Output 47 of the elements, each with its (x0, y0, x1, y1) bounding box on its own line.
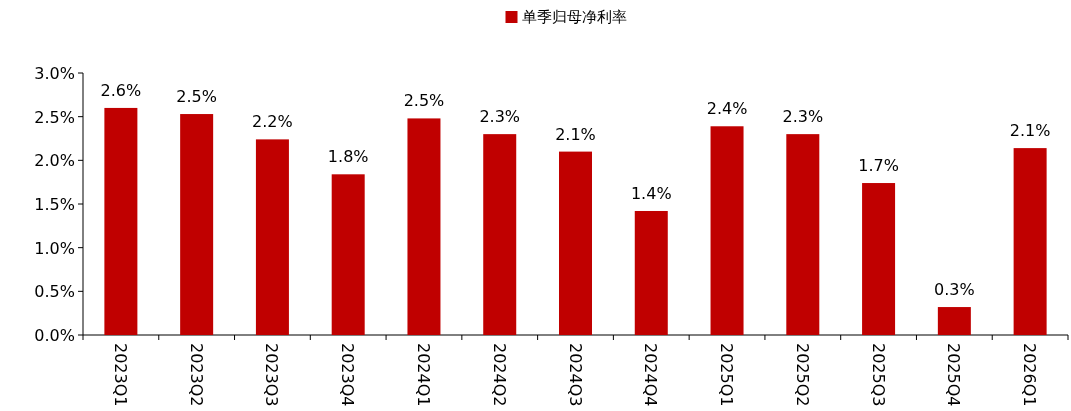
x-tick-label: 2023Q1 (110, 343, 130, 407)
data-label: 2.3% (782, 107, 824, 127)
x-tick-label: 2023Q2 (186, 343, 206, 407)
x-tick-label: 2025Q1 (717, 343, 737, 407)
x-tick-label: 2024Q4 (641, 343, 661, 407)
data-label: 1.7% (858, 156, 899, 176)
data-label: 2.5% (403, 91, 445, 111)
data-label: 0.3% (934, 280, 975, 300)
bar (180, 114, 214, 335)
x-tick-label: 2024Q1 (413, 343, 433, 407)
bar (710, 126, 744, 335)
bar (483, 134, 517, 335)
bar (937, 307, 971, 335)
x-tick-label: 2025Q2 (792, 343, 812, 407)
bar (331, 174, 365, 335)
y-tick-label: 3.0% (34, 64, 75, 83)
data-label: 2.3% (479, 107, 521, 127)
y-tick-label: 2.0% (34, 151, 75, 171)
x-tick-label: 2025Q3 (868, 343, 888, 407)
y-tick-label: 1.0% (34, 238, 75, 258)
data-label: 2.6% (100, 80, 142, 100)
bar (104, 107, 138, 335)
data-label: 1.8% (327, 147, 369, 167)
bar (862, 183, 896, 335)
x-tick-label: 2024Q3 (565, 343, 585, 407)
bar (255, 139, 289, 335)
y-tick-label: 0.5% (34, 282, 75, 302)
x-tick-label: 2025Q4 (944, 343, 964, 407)
bar (407, 118, 441, 335)
y-tick-label: 1.5% (34, 195, 75, 214)
bar (786, 134, 820, 335)
data-label: 2.1% (555, 124, 596, 144)
x-tick-label: 2023Q4 (338, 343, 358, 407)
y-tick-label: 2.5% (34, 107, 75, 127)
legend-label: 单季归母净利率 (521, 8, 627, 26)
data-label: 2.2% (252, 112, 293, 132)
x-tick-label: 2026Q1 (1020, 343, 1040, 407)
y-tick-label: 0.0% (34, 326, 75, 345)
bar (559, 151, 592, 335)
data-label: 2.1% (1009, 121, 1051, 141)
data-label: 2.5% (176, 87, 217, 107)
bar (634, 210, 668, 335)
x-tick-label: 2023Q3 (262, 343, 282, 407)
x-tick-label: 2024Q2 (489, 343, 509, 407)
data-label: 2.4% (706, 99, 748, 119)
data-label: 1.4% (630, 183, 672, 203)
bar (1013, 148, 1047, 335)
